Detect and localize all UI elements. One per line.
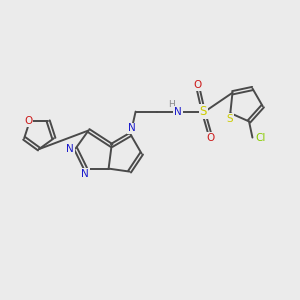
Text: O: O [193, 80, 201, 91]
Text: S: S [226, 113, 233, 124]
Text: N: N [81, 169, 89, 179]
Text: O: O [207, 133, 215, 143]
Text: N: N [128, 123, 136, 134]
Text: S: S [200, 105, 207, 118]
Text: Cl: Cl [256, 133, 266, 142]
Text: O: O [24, 116, 32, 126]
Text: N: N [66, 143, 74, 154]
Text: H: H [168, 100, 175, 109]
Text: N: N [174, 106, 182, 117]
